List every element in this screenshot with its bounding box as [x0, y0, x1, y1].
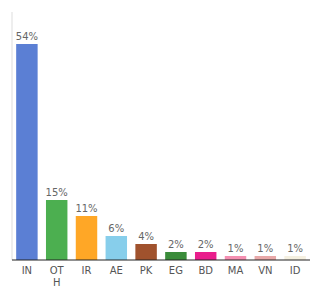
data-label: 1% — [287, 243, 303, 254]
bar — [195, 252, 216, 260]
bar — [76, 216, 97, 260]
x-tick-label: MA — [228, 265, 244, 276]
data-label: 2% — [198, 239, 214, 250]
x-tick-label: BD — [198, 265, 213, 276]
x-tick-label: VN — [258, 265, 272, 276]
data-label: 1% — [228, 243, 244, 254]
bars — [16, 44, 306, 260]
data-label: 1% — [257, 243, 273, 254]
chart-container: 54% 15% 11% 6% 4% 2% 2% 1% 1% 1% IN OTH IR AE PK EG BD MA… — [0, 0, 320, 300]
bar — [165, 252, 186, 260]
bar — [225, 256, 246, 260]
y-range-line — [12, 12, 13, 260]
x-tick-label: EG — [169, 265, 183, 276]
data-label: 15% — [46, 187, 68, 198]
chart: 54% 15% 11% 6% 4% 2% 2% 1% 1% 1% IN OTH IR AE PK EG BD MA… — [0, 0, 320, 300]
bar — [135, 244, 156, 260]
data-label: 11% — [75, 203, 97, 214]
bar — [255, 256, 276, 260]
x-tick-label: OTH — [50, 265, 65, 288]
x-tick-label: ID — [290, 265, 301, 276]
data-label: 4% — [138, 231, 154, 242]
x-tick-label: IN — [22, 265, 32, 276]
bar — [106, 236, 127, 260]
bar — [284, 256, 305, 260]
x-tick-label: PK — [140, 265, 153, 276]
x-tick-label: AE — [110, 265, 123, 276]
data-label: 2% — [168, 239, 184, 250]
data-label: 6% — [108, 223, 124, 234]
x-tick-label: IR — [82, 265, 92, 276]
x-axis-line — [12, 260, 310, 261]
data-label: 54% — [16, 31, 38, 42]
bar — [16, 44, 37, 260]
data-labels: 54% 15% 11% 6% 4% 2% 2% 1% 1% 1% — [16, 31, 303, 254]
bar — [46, 200, 67, 260]
